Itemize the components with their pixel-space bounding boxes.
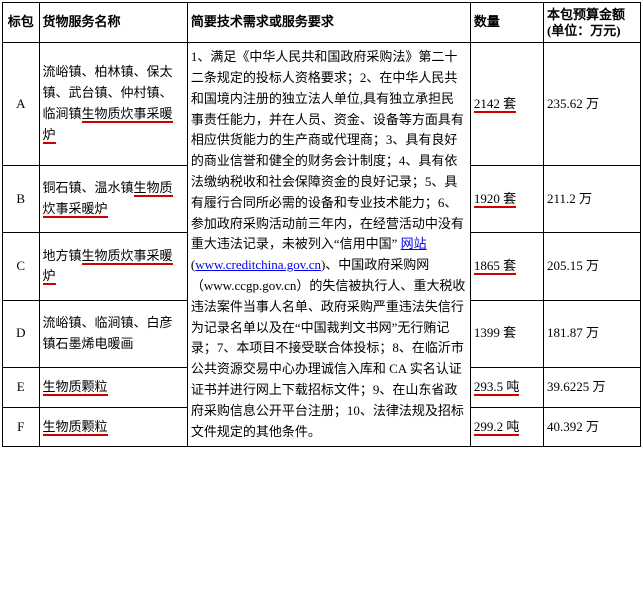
link-creditchina-url[interactable]: www.creditchina.gov.cn — [195, 257, 321, 272]
header-row: 标包 货物服务名称 简要技术需求或服务要求 数量 本包预算金额 (单位：万元) — [3, 3, 641, 43]
cell-budget: 235.62 万 — [543, 43, 640, 166]
cell-package: F — [3, 407, 40, 447]
header-requirement: 简要技术需求或服务要求 — [187, 3, 470, 43]
cell-quantity: 1920 套 — [470, 165, 543, 232]
cell-quantity: 299.2 吨 — [470, 407, 543, 447]
cell-budget: 40.392 万 — [543, 407, 640, 447]
name-red: 生物质颗粒 — [43, 419, 108, 436]
table-row: A 流峪镇、柏林镇、保太镇、武台镇、仲村镇、临涧镇生物质炊事采暖炉 1、满足《中… — [3, 43, 641, 166]
header-name: 货物服务名称 — [39, 3, 187, 43]
cell-quantity: 1865 套 — [470, 233, 543, 300]
name-plain: 流峪镇、临涧镇、白彦镇石墨烯电暖画 — [43, 315, 173, 351]
header-budget-line2: (单位：万元) — [547, 23, 637, 39]
qty-red: 293.5 吨 — [474, 379, 520, 396]
qty-red: 2142 套 — [474, 96, 516, 113]
requirement-text-prefix: 1、满足《中华人民共和国政府采购法》第二十二条规定的投标人资格要求；2、在中华人… — [191, 49, 464, 251]
name-red: 生物质颗粒 — [43, 379, 108, 396]
cell-budget: 39.6225 万 — [543, 367, 640, 407]
header-budget: 本包预算金额 (单位：万元) — [543, 3, 640, 43]
cell-name: 地方镇生物质炊事采暖炉 — [39, 233, 187, 300]
cell-package: D — [3, 300, 40, 367]
cell-requirement: 1、满足《中华人民共和国政府采购法》第二十二条规定的投标人资格要求；2、在中华人… — [187, 43, 470, 447]
link-creditchina-label[interactable]: 网站 — [401, 236, 427, 251]
qty-red: 299.2 吨 — [474, 419, 520, 436]
cell-name: 流峪镇、柏林镇、保太镇、武台镇、仲村镇、临涧镇生物质炊事采暖炉 — [39, 43, 187, 166]
cell-name: 生物质颗粒 — [39, 407, 187, 447]
name-plain: 地方镇 — [43, 248, 82, 263]
requirement-text-mid: )、中国政府采购网（www.ccgp.gov.cn）的失信被执行人、重大税收违法… — [191, 257, 466, 438]
cell-budget: 181.87 万 — [543, 300, 640, 367]
header-package: 标包 — [3, 3, 40, 43]
cell-package: E — [3, 367, 40, 407]
header-budget-line1: 本包预算金额 — [547, 7, 637, 23]
cell-package: A — [3, 43, 40, 166]
name-plain: 铜石镇、温水镇 — [43, 180, 134, 195]
procurement-table: 标包 货物服务名称 简要技术需求或服务要求 数量 本包预算金额 (单位：万元) … — [2, 2, 641, 447]
cell-quantity: 1399 套 — [470, 300, 543, 367]
qty-plain: 1399 套 — [474, 325, 516, 340]
cell-name: 流峪镇、临涧镇、白彦镇石墨烯电暖画 — [39, 300, 187, 367]
cell-quantity: 293.5 吨 — [470, 367, 543, 407]
cell-package: C — [3, 233, 40, 300]
cell-budget: 205.15 万 — [543, 233, 640, 300]
cell-package: B — [3, 165, 40, 232]
cell-name: 铜石镇、温水镇生物质炊事采暖炉 — [39, 165, 187, 232]
cell-budget: 211.2 万 — [543, 165, 640, 232]
qty-red: 1865 套 — [474, 258, 516, 275]
qty-red: 1920 套 — [474, 191, 516, 208]
header-quantity: 数量 — [470, 3, 543, 43]
cell-quantity: 2142 套 — [470, 43, 543, 166]
cell-name: 生物质颗粒 — [39, 367, 187, 407]
